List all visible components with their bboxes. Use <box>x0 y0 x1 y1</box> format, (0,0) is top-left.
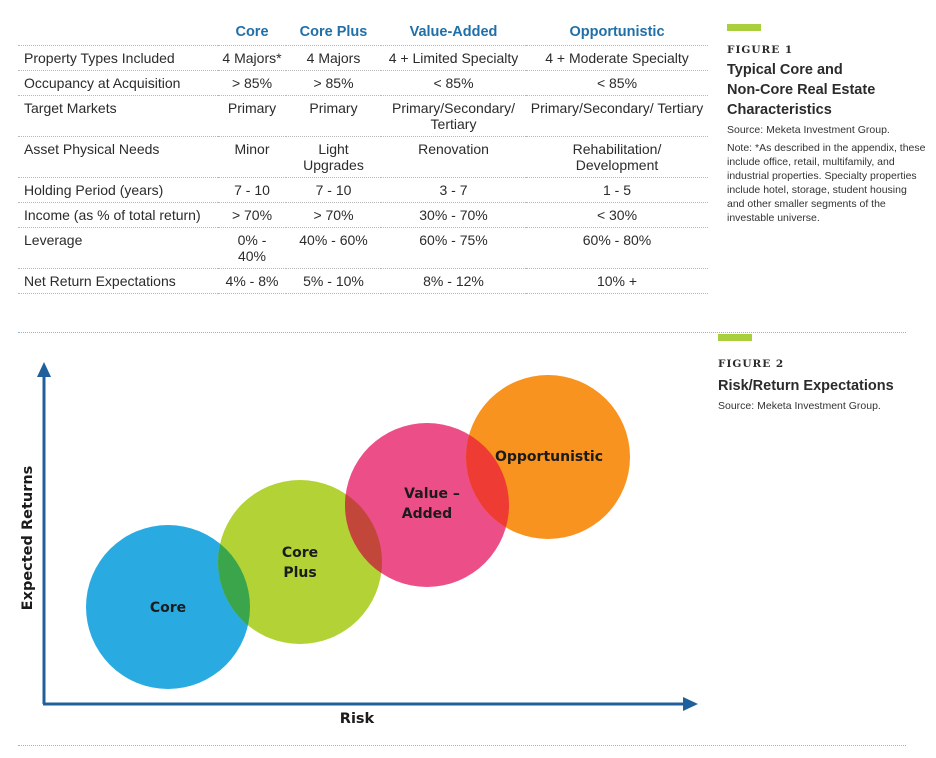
row-label: Occupancy at Acquisition <box>18 70 218 96</box>
cell-core-plus: 4 Majors <box>286 45 381 71</box>
figure2-accent-bar <box>718 334 752 341</box>
figure2-label: FIGURE 2 <box>718 358 785 370</box>
table-row-target-markets: Target Markets Primary Primary Primary/Seco… <box>18 95 708 137</box>
table-row-property-types: Property Types Included 4 Majors* 4 Majors… <box>18 45 708 71</box>
bubble-label-value-added-line2: Added <box>402 506 452 522</box>
figure1-label: FIGURE 1 <box>727 44 794 56</box>
cell-value-added: 3 - 7 <box>381 177 526 203</box>
column-header-core-plus: Core Plus <box>299 23 368 40</box>
figure2-caption: FIGURE 2 Risk/Return Expectations Source… <box>718 358 918 413</box>
row-label: Income (as % of total return) <box>18 202 218 228</box>
table-row-income: Income (as % of total return) > 70% > 70% 3… <box>18 202 708 228</box>
cell-opportunistic: Rehabilitation/ Development <box>526 136 708 178</box>
cell-value-added: < 85% <box>381 70 526 96</box>
figure1-title: Typical Core and Non-Core Real Estate Ch… <box>727 60 927 120</box>
row-label: Asset Physical Needs <box>18 136 218 178</box>
table-header-row: Core Core Plus Value-Added Opportunistic <box>18 18 708 46</box>
cell-core-plus: 5% - 10% <box>286 268 381 294</box>
chart-axes <box>37 362 698 711</box>
cell-opportunistic: 1 - 5 <box>526 177 708 203</box>
cell-core: 0% - 40% <box>218 227 286 269</box>
risk-return-chart: Core Core Plus Value – Added Opportunist… <box>20 362 698 727</box>
x-axis-arrow-icon <box>683 697 698 711</box>
cell-opportunistic: 60% - 80% <box>526 227 708 269</box>
column-header-core: Core <box>235 23 269 40</box>
cell-value-added: 4 + Limited Specialty <box>381 45 526 71</box>
characteristics-table: Core Core Plus Value-Added Opportunistic… <box>18 18 708 294</box>
cell-core-plus: > 85% <box>286 70 381 96</box>
figure1-accent-bar <box>727 24 761 31</box>
cell-core: 4% - 8% <box>218 268 286 294</box>
figure1-source: Source: Meketa Investment Group. <box>727 124 890 136</box>
bubble-label-core: Core <box>150 600 186 616</box>
column-header-value-added: Value-Added <box>409 23 498 40</box>
cell-core: 7 - 10 <box>218 177 286 203</box>
table-row-asset-needs: Asset Physical Needs Minor Light Upgrades R… <box>18 136 708 178</box>
cell-core-plus: Light Upgrades <box>286 136 381 178</box>
figure1-title-line: Characteristics <box>727 102 832 118</box>
table-header-blank <box>18 18 218 46</box>
cell-core: 4 Majors* <box>218 45 286 71</box>
figure1-title-line: Non-Core Real Estate <box>727 82 876 98</box>
figure1-note: Note: *As described in the appendix, the… <box>727 142 926 224</box>
table-row-occupancy: Occupancy at Acquisition > 85% > 85% < 85% <… <box>18 70 708 96</box>
cell-core-plus: Primary <box>286 95 381 137</box>
overlap-valueadded-opportunistic <box>466 423 509 539</box>
row-label: Holding Period (years) <box>18 177 218 203</box>
column-header-opportunistic: Opportunistic <box>569 23 665 40</box>
figure2-source: Source: Meketa Investment Group. <box>718 400 881 412</box>
figure1-title-line: Typical Core and <box>727 62 843 78</box>
bubble-label-core-plus-line1: Core <box>282 545 318 561</box>
table-row-net-return: Net Return Expectations 4% - 8% 5% - 10% 8%… <box>18 268 708 294</box>
figure1-table-container: Core Core Plus Value-Added Opportunistic… <box>18 18 708 294</box>
cell-core-plus: > 70% <box>286 202 381 228</box>
row-label: Leverage <box>18 227 218 269</box>
cell-value-added: Primary/Secondary/ Tertiary <box>381 95 526 137</box>
row-label: Property Types Included <box>18 45 218 71</box>
cell-opportunistic: 10% + <box>526 268 708 294</box>
cell-core: Primary <box>218 95 286 137</box>
figure2-title: Risk/Return Expectations <box>718 378 894 394</box>
table-row-leverage: Leverage 0% - 40% 40% - 60% 60% - 75% 60% - … <box>18 227 708 269</box>
cell-opportunistic: 4 + Moderate Specialty <box>526 45 708 71</box>
figure1-caption: FIGURE 1 Typical Core and Non-Core Real … <box>727 44 927 225</box>
cell-value-added: Renovation <box>381 136 526 178</box>
cell-value-added: 8% - 12% <box>381 268 526 294</box>
y-axis-label: Expected Returns <box>20 466 36 611</box>
cell-core: > 85% <box>218 70 286 96</box>
bubble-label-core-plus-line2: Plus <box>283 565 316 581</box>
cell-core: Minor <box>218 136 286 178</box>
bubble-label-value-added-line1: Value – <box>404 486 460 502</box>
section-divider-bottom <box>18 745 906 746</box>
cell-opportunistic: Primary/Secondary/ Tertiary <box>526 95 708 137</box>
y-axis-arrow-icon <box>37 362 51 377</box>
cell-opportunistic: < 30% <box>526 202 708 228</box>
row-label: Net Return Expectations <box>18 268 218 294</box>
section-divider-top <box>18 332 906 333</box>
cell-value-added: 60% - 75% <box>381 227 526 269</box>
cell-core: > 70% <box>218 202 286 228</box>
row-label: Target Markets <box>18 95 218 137</box>
cell-value-added: 30% - 70% <box>381 202 526 228</box>
cell-core-plus: 7 - 10 <box>286 177 381 203</box>
bubble-label-opportunistic: Opportunistic <box>495 449 603 465</box>
cell-core-plus: 40% - 60% <box>286 227 381 269</box>
cell-opportunistic: < 85% <box>526 70 708 96</box>
bubble-core <box>86 525 250 689</box>
x-axis-label: Risk <box>340 711 375 727</box>
bubble-core-plus <box>218 480 382 644</box>
